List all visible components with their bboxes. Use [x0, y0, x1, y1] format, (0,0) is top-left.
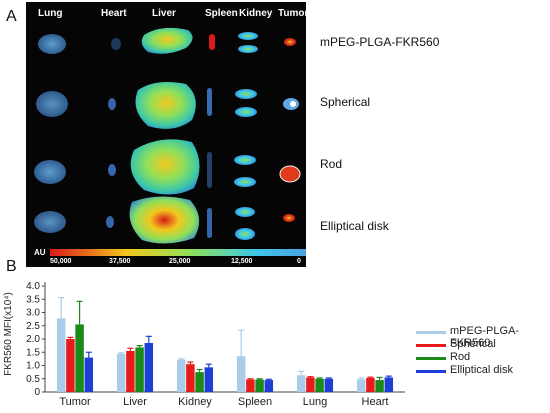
y-tick-label: 1.0 [26, 361, 40, 372]
colorbar-tick-0: 50,000 [50, 258, 72, 265]
legend-swatch [416, 331, 446, 334]
bar [236, 356, 246, 392]
bar [126, 350, 135, 392]
row-label-spherical: Spherical [320, 95, 371, 109]
bar [366, 377, 375, 392]
bar [384, 377, 394, 392]
fluorescence-image-panel: Lung Heart Liver Spleen Kidney Tumor [26, 2, 306, 267]
x-tick-label: Kidney [178, 396, 212, 408]
legend-swatch [416, 357, 446, 360]
organ-label-spleen: Spleen [205, 8, 238, 19]
bar [264, 380, 274, 392]
legend-swatch [416, 370, 446, 373]
bar [135, 347, 144, 392]
organ-label-lung: Lung [38, 8, 63, 19]
organ-label-liver: Liver [152, 8, 176, 19]
organ-label-tumor: Tumor [278, 8, 306, 19]
bar [306, 377, 315, 392]
legend-label: Spherical [450, 338, 496, 350]
organ-label-kidney: Kidney [239, 8, 273, 19]
chart-axes: 0 0.5 1.0 1.5 2.0 2.5 3.0 3.5 4.0 Tumor Liver Kidne… [26, 281, 405, 408]
organ-label-heart: Heart [101, 8, 127, 19]
chart-bars [56, 297, 394, 392]
row-spherical-organs [36, 82, 299, 129]
row-label-rod: Rod [320, 157, 343, 171]
panel-b-letter: B [6, 258, 17, 275]
colorbar [50, 249, 306, 256]
legend-label: Rod [450, 351, 471, 363]
y-tick-label: 2.5 [26, 321, 40, 332]
y-tick-label: 3.5 [26, 294, 40, 305]
colorbar-tick-3: 12,500 [231, 258, 253, 265]
y-tick-label: 2.0 [26, 334, 40, 345]
row-mpeg-organs [38, 27, 296, 54]
bar [204, 367, 214, 392]
bar [324, 378, 334, 392]
bar [66, 339, 75, 392]
panel-a-letter: A [6, 8, 17, 25]
organ-images [34, 27, 306, 256]
bar [255, 379, 264, 392]
bar [356, 379, 366, 392]
bar [296, 375, 306, 392]
x-tick-label: Liver [123, 396, 147, 408]
bar [84, 357, 94, 392]
bar [116, 353, 126, 392]
legend-label: mPEG-PLGA-FKR560 [450, 325, 520, 349]
y-tick-label: 4.0 [26, 281, 40, 292]
row-label-elliptical: Elliptical disk [320, 219, 389, 233]
x-tick-label: Spleen [238, 396, 272, 408]
bar [375, 380, 384, 392]
bar [315, 378, 324, 392]
x-tick-label: Heart [362, 396, 389, 408]
colorbar-tick-1: 37,500 [109, 258, 131, 265]
bar [144, 342, 154, 392]
x-tick-label: Tumor [59, 396, 91, 408]
y-tick-label: 3.0 [26, 308, 40, 319]
row-rod-organs [34, 139, 301, 195]
row-elliptical-organs [34, 196, 295, 244]
x-tick-label: Lung [303, 396, 327, 408]
bar [195, 372, 204, 392]
colorbar-tick-4: 0 [297, 258, 301, 265]
row-label-mpeg: mPEG-PLGA-FKR560 [320, 35, 440, 49]
colorbar-unit: AU [34, 248, 46, 257]
y-axis-label: FKR560 MFI(x10⁴) [3, 292, 14, 376]
legend-label: Elliptical disk [450, 364, 513, 376]
bar-chart: 0 0.5 1.0 1.5 2.0 2.5 3.0 3.5 4.0 Tumor Liver Kidne… [3, 281, 405, 408]
y-tick-label: 0.5 [26, 374, 40, 385]
y-tick-label: 0 [34, 387, 40, 398]
bar [176, 359, 186, 392]
legend-swatch [416, 344, 446, 347]
colorbar-tick-2: 25,000 [169, 258, 191, 265]
bar [75, 324, 84, 392]
bar [186, 364, 195, 392]
y-tick-label: 1.5 [26, 347, 40, 358]
bar [246, 379, 255, 392]
bar [56, 318, 66, 392]
